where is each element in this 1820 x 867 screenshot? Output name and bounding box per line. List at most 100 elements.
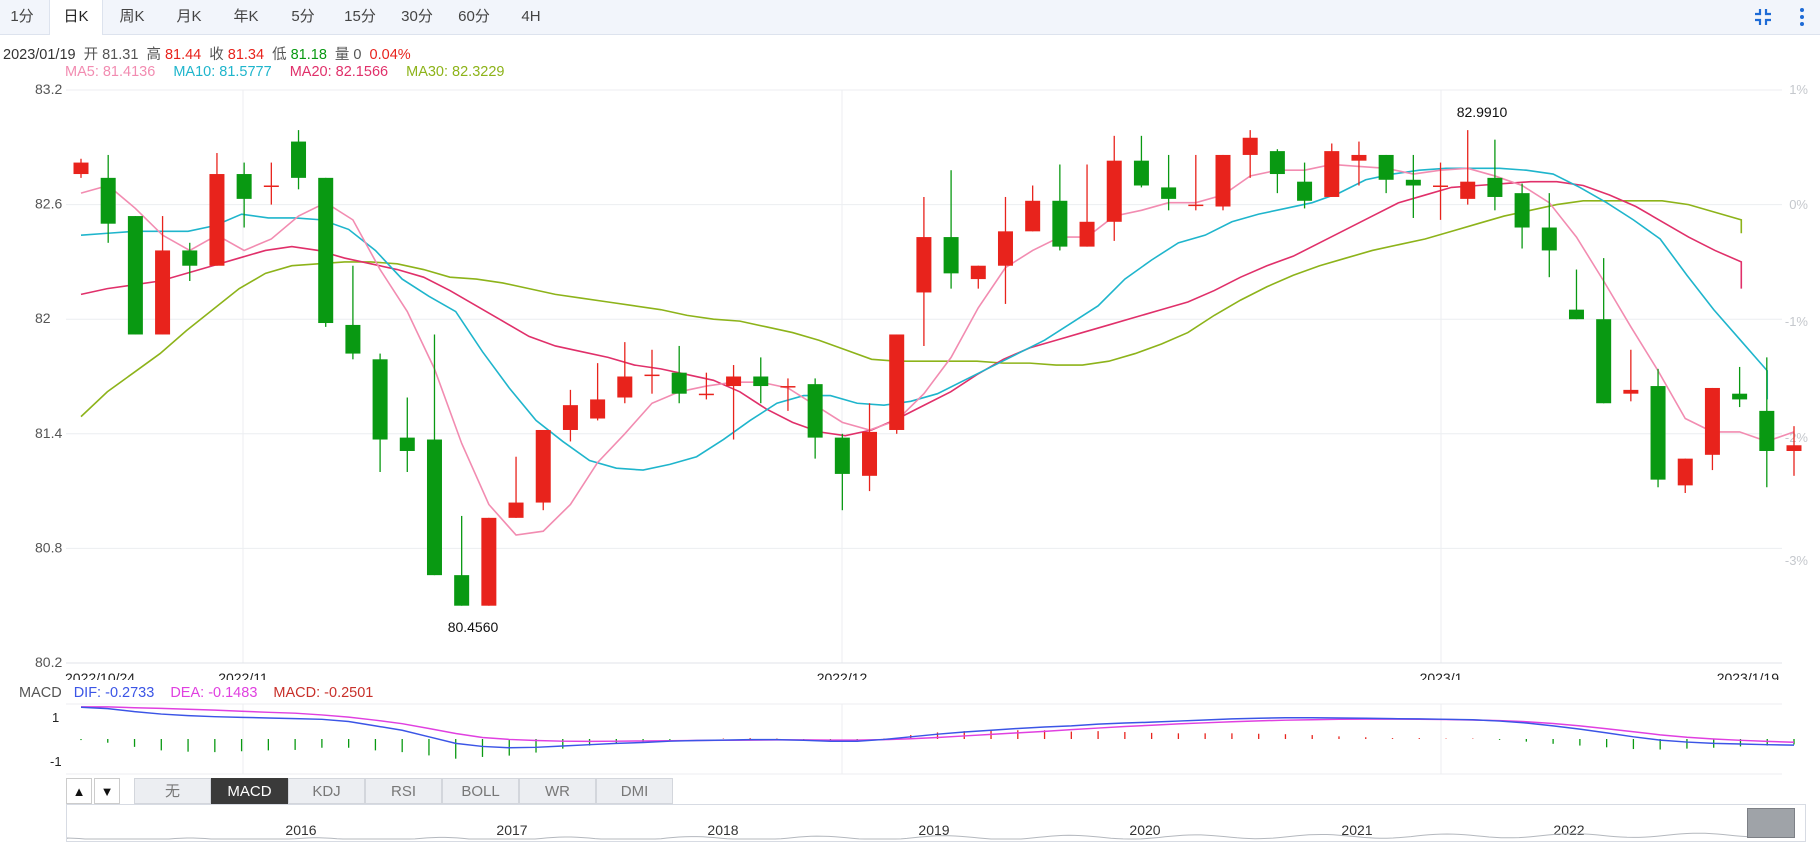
candle-body xyxy=(1242,137,1258,155)
candle-body xyxy=(1161,187,1177,199)
candle xyxy=(1079,164,1095,247)
ma5-legend: MA5: 81.4136 xyxy=(65,64,156,80)
candle-body xyxy=(1025,200,1041,232)
candle xyxy=(1487,139,1503,211)
candle xyxy=(1269,149,1285,194)
pct-tick-label: -1% xyxy=(1785,314,1809,329)
candle xyxy=(1161,154,1177,211)
ma20-line xyxy=(80,180,1743,437)
tab-6[interactable]: 15分 xyxy=(344,8,376,25)
x-tick-label: 2022/12 xyxy=(817,670,868,680)
timeline-navigator[interactable]: 2016 2017 2018 2019 2020 2021 2022 xyxy=(66,804,1806,842)
candle xyxy=(997,196,1013,304)
close-value: 81.34 xyxy=(227,47,265,63)
x-tick-label: 2022/11 xyxy=(218,670,268,680)
tab-2[interactable]: 周K xyxy=(119,8,145,25)
candle xyxy=(562,389,578,442)
x-tick-label: 2023/1 xyxy=(1420,670,1463,680)
indicator-button-5[interactable]: WR xyxy=(519,778,596,804)
candle xyxy=(1623,349,1639,402)
candle-body xyxy=(1324,151,1340,197)
candle xyxy=(1514,183,1530,249)
candle-body xyxy=(753,376,769,387)
candle xyxy=(1460,130,1476,205)
tab-3[interactable]: 月K xyxy=(176,8,202,25)
indicator-button-2[interactable]: KDJ xyxy=(288,778,365,804)
volume-label: 量 xyxy=(334,47,350,63)
candle-body xyxy=(1106,160,1122,222)
candle-body xyxy=(535,429,551,503)
candle xyxy=(372,353,388,472)
candle xyxy=(698,372,714,400)
indicator-button-6[interactable]: DMI xyxy=(596,778,673,804)
candle-body xyxy=(73,162,89,175)
candle-body xyxy=(1568,309,1584,320)
candle-body xyxy=(698,393,714,396)
macd-tick-label: -1 xyxy=(50,754,62,769)
scroll-down-button[interactable]: ▼ xyxy=(94,778,120,804)
x-tick-label: 2022/10/24 xyxy=(65,670,135,680)
candle-body xyxy=(1405,179,1421,186)
y-tick-label: 80.2 xyxy=(35,654,62,670)
candle xyxy=(1677,458,1693,494)
quote-date: 2023/01/19 xyxy=(3,47,76,63)
candle-body xyxy=(426,439,442,576)
candle-body xyxy=(481,517,497,606)
tab-7[interactable]: 30分 xyxy=(401,8,433,25)
candle xyxy=(1405,154,1421,218)
candle xyxy=(1568,269,1584,320)
candle xyxy=(73,158,89,178)
y-tick-label: 81.4 xyxy=(35,425,62,441)
candle xyxy=(726,365,742,440)
candle xyxy=(1106,135,1122,241)
candle xyxy=(1025,185,1041,232)
scroll-up-button[interactable]: ▲ xyxy=(66,778,92,804)
candle-body xyxy=(726,376,742,387)
tab-4[interactable]: 年K xyxy=(233,8,259,25)
ma30-legend: MA30: 82.3229 xyxy=(406,64,505,80)
tab-8[interactable]: 60分 xyxy=(458,8,490,25)
tab-9[interactable]: 4H xyxy=(521,8,541,25)
indicator-button-1[interactable]: MACD xyxy=(211,778,288,804)
indicator-button-0[interactable]: 无 xyxy=(134,778,211,804)
candle-body xyxy=(997,231,1013,266)
tab-1[interactable]: 日K xyxy=(49,0,103,35)
navigator-year-label: 2018 xyxy=(707,822,738,838)
candle xyxy=(862,403,878,492)
candle xyxy=(1351,141,1367,186)
pct-tick-label: 1% xyxy=(1789,82,1808,97)
indicator-button-4[interactable]: BOLL xyxy=(442,778,519,804)
tab-0[interactable]: 1分 xyxy=(10,8,34,25)
candle xyxy=(889,334,905,434)
candle-body xyxy=(1487,177,1503,197)
candle xyxy=(1433,162,1449,220)
navigator-year-label: 2021 xyxy=(1341,822,1372,838)
candle-body xyxy=(127,216,143,335)
candle-body xyxy=(1677,458,1693,486)
candle xyxy=(1650,368,1666,488)
indicator-button-3[interactable]: RSI xyxy=(365,778,442,804)
collapse-icon[interactable] xyxy=(1748,2,1778,32)
candle xyxy=(1378,154,1394,194)
more-options-icon[interactable] xyxy=(1787,2,1817,32)
macd-chart[interactable]: 1 -1 xyxy=(0,700,1820,778)
ma5-line xyxy=(80,163,1795,536)
candle-body xyxy=(372,359,388,440)
navigator-handle[interactable] xyxy=(1747,808,1795,838)
candlestick-chart[interactable]: 83.2 82.6 82 81.4 80.8 80.2 1% 0% -1% -2% -3% 2022/… xyxy=(0,80,1820,680)
navigator-year-label: 2022 xyxy=(1553,822,1584,838)
candle-body xyxy=(1759,410,1775,451)
candle xyxy=(916,196,932,346)
candle-body xyxy=(1732,393,1748,400)
ma-legend: MA5: 81.4136 MA10: 81.5777 MA20: 82.1566… xyxy=(65,64,518,80)
high-label: 高 xyxy=(146,47,161,63)
candle-body xyxy=(916,237,932,293)
candle-body xyxy=(1650,386,1666,480)
candle-body xyxy=(263,185,279,187)
navigator-history-line xyxy=(67,832,1748,840)
tab-5[interactable]: 5分 xyxy=(291,8,315,25)
close-label: 收 xyxy=(209,47,224,63)
candle xyxy=(644,349,660,394)
candle-body xyxy=(780,386,796,388)
dif-legend: DIF: -0.2733 xyxy=(73,685,155,701)
